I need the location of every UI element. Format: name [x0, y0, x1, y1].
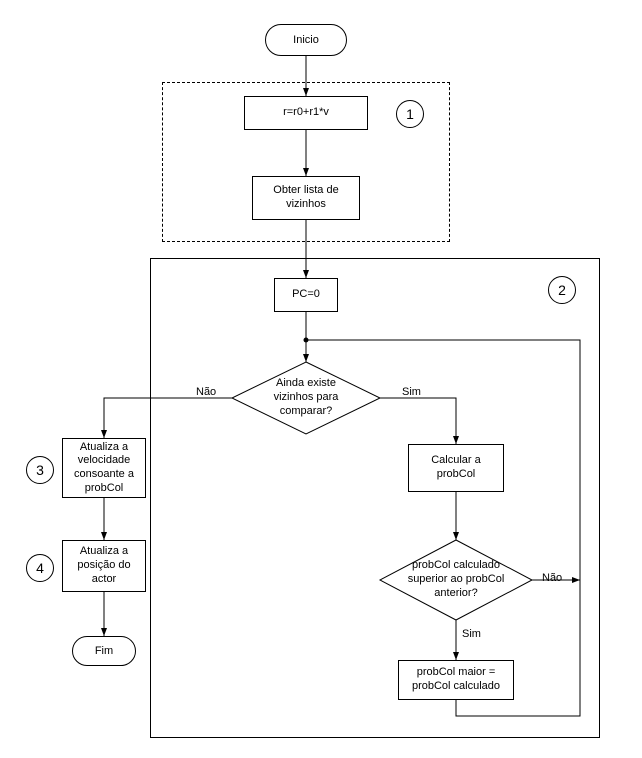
node-calc-probcol-label: Calcular a probCol [431, 454, 481, 482]
decision-probcol-greater: probCol calculado superior ao probCol an… [386, 558, 526, 602]
region-marker-4: 4 [26, 554, 54, 582]
node-update-position: Atualiza a posição do actor [62, 540, 146, 592]
flowchart-canvas: Inicio 1 r=r0+r1*v Obter lista de vizinh… [0, 0, 642, 758]
node-pc-zero-label: PC=0 [292, 288, 320, 302]
node-assign-probcol-label: probCol maior = probCol calculado [412, 666, 500, 694]
edge-label-sim-1-text: Sim [402, 386, 421, 398]
node-get-neighbors: Obter lista de vizinhos [252, 176, 360, 220]
edge-label-sim-2: Sim [462, 628, 481, 640]
node-update-position-label: Atualiza a posição do actor [77, 545, 130, 586]
edge-label-nao-1-text: Não [196, 386, 216, 398]
decision-neighbors-remaining: Ainda existe vizinhos para comparar? [244, 376, 368, 420]
node-r-formula-label: r=r0+r1*v [283, 106, 329, 120]
group-2 [150, 258, 600, 738]
region-marker-1-label: 1 [406, 106, 414, 122]
region-marker-4-label: 4 [36, 560, 44, 576]
decision-probcol-greater-label: probCol calculado superior ao probCol an… [408, 559, 505, 600]
edge-label-sim-2-text: Sim [462, 628, 481, 640]
node-update-velocity-label: Atualiza a velocidade consoante a probCo… [74, 441, 134, 496]
decision-neighbors-remaining-label: Ainda existe vizinhos para comparar? [274, 377, 339, 418]
edge-label-sim-1: Sim [402, 386, 421, 398]
node-start: Inicio [265, 24, 347, 56]
node-calc-probcol: Calcular a probCol [408, 444, 504, 492]
edge-label-nao-1: Não [196, 386, 216, 398]
node-r-formula: r=r0+r1*v [244, 96, 368, 130]
node-start-label: Inicio [293, 34, 319, 46]
region-marker-3: 3 [26, 456, 54, 484]
node-assign-probcol: probCol maior = probCol calculado [398, 660, 514, 700]
node-end: Fim [72, 636, 136, 666]
region-marker-2: 2 [548, 276, 576, 304]
edge-label-nao-2: Não [542, 572, 562, 584]
region-marker-3-label: 3 [36, 462, 44, 478]
edge-label-nao-2-text: Não [542, 572, 562, 584]
region-marker-2-label: 2 [558, 282, 566, 298]
node-pc-zero: PC=0 [274, 278, 338, 312]
node-get-neighbors-label: Obter lista de vizinhos [273, 184, 338, 212]
node-update-velocity: Atualiza a velocidade consoante a probCo… [62, 438, 146, 498]
region-marker-1: 1 [396, 100, 424, 128]
node-end-label: Fim [95, 645, 113, 657]
